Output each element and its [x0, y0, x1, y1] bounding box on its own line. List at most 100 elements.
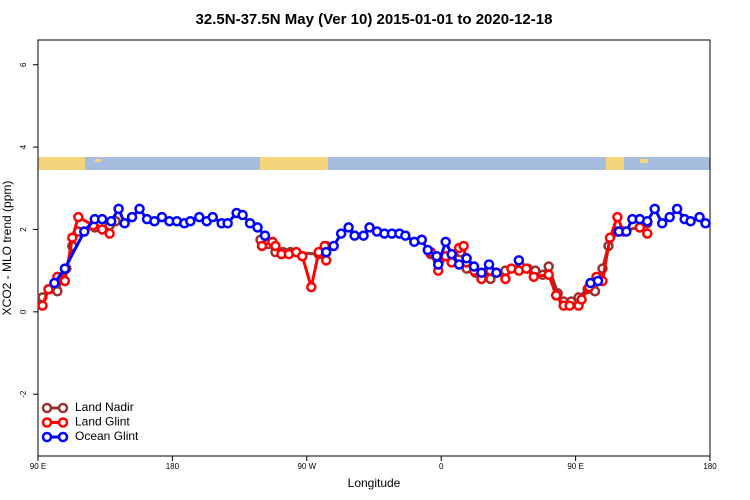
legend-swatch-point: [41, 417, 53, 428]
point: [642, 228, 653, 239]
point: [543, 261, 554, 272]
y-tick-label: -2: [19, 390, 28, 398]
x-tick-label: 0: [439, 462, 444, 471]
point: [43, 283, 54, 295]
point: [550, 290, 562, 301]
point: [113, 203, 124, 215]
point: [543, 269, 554, 281]
point: [259, 230, 271, 241]
point: [453, 259, 465, 270]
legend-label: Land Glint: [75, 415, 130, 429]
chart-title: 32.5N-37.5N May (Ver 10) 2015-01-01 to 2…: [196, 11, 553, 28]
point: [52, 285, 63, 297]
point: [432, 259, 444, 270]
point: [431, 250, 442, 262]
legend-swatch-point: [57, 402, 69, 414]
y-axis-label: XCO2 - MLO trend (ppm): [0, 181, 14, 316]
point: [96, 213, 108, 225]
x-tick-label: 180: [703, 462, 717, 471]
y-tick-label: 6: [19, 62, 28, 67]
legend-label: Land Nadir: [75, 400, 134, 414]
point: [604, 232, 616, 243]
point: [328, 240, 339, 252]
point: [500, 273, 511, 285]
point: [335, 228, 347, 239]
point: [96, 224, 108, 235]
x-axis-label: Longitude: [348, 476, 401, 490]
point: [244, 218, 256, 229]
point: [671, 203, 683, 215]
point: [685, 215, 696, 227]
point: [656, 218, 668, 229]
point: [237, 209, 248, 221]
point: [400, 230, 411, 241]
point: [358, 230, 369, 241]
point: [612, 211, 623, 223]
point: [59, 263, 71, 274]
y-tick-label: 2: [19, 227, 28, 232]
point: [126, 211, 138, 223]
point: [458, 240, 469, 252]
point: [513, 255, 525, 266]
point: [621, 226, 632, 237]
legend-swatch-point: [57, 417, 69, 428]
point: [664, 211, 675, 223]
point: [446, 248, 457, 260]
plot-frame: [37, 39, 711, 457]
x-tick-label: 90 E: [30, 462, 46, 471]
point: [649, 203, 660, 215]
series: [49, 203, 711, 289]
point: [320, 255, 332, 266]
point: [119, 218, 130, 229]
point: [207, 211, 218, 223]
point: [476, 267, 487, 278]
point: [37, 300, 48, 311]
y-tick-label: 0: [19, 309, 28, 314]
point: [297, 250, 308, 262]
land-band: [260, 157, 328, 170]
land-band: [38, 157, 85, 170]
point: [320, 246, 332, 258]
point: [134, 203, 145, 215]
legend-swatch-point: [57, 431, 69, 443]
legend-swatch-point: [41, 431, 53, 443]
legend-label: Ocean Glint: [75, 429, 139, 443]
point: [270, 240, 281, 252]
point: [576, 294, 587, 305]
point: [528, 271, 540, 283]
point: [156, 211, 168, 223]
land-band: [606, 157, 624, 170]
point: [483, 259, 495, 270]
point: [306, 281, 317, 293]
land-band: [640, 159, 648, 163]
point: [468, 261, 480, 272]
point: [343, 222, 354, 233]
point: [349, 230, 360, 241]
point: [694, 211, 705, 223]
point: [422, 244, 434, 256]
point: [461, 253, 472, 264]
x-tick-label: 180: [166, 462, 180, 471]
ocean-band: [38, 157, 710, 170]
land-band: [95, 159, 101, 162]
point: [700, 218, 711, 229]
point: [73, 211, 84, 223]
y-tick-label: 4: [19, 144, 28, 149]
point: [364, 222, 375, 233]
point: [564, 300, 575, 311]
point: [67, 232, 78, 243]
land-ocean-strip: [38, 157, 710, 170]
point: [222, 218, 233, 229]
point: [194, 211, 205, 223]
point: [252, 222, 263, 233]
legend-swatch-point: [41, 402, 53, 414]
point: [642, 215, 653, 227]
point: [185, 215, 196, 227]
point: [592, 275, 604, 287]
point: [634, 222, 646, 233]
point: [491, 267, 502, 278]
x-tick-label: 90 W: [297, 462, 316, 471]
